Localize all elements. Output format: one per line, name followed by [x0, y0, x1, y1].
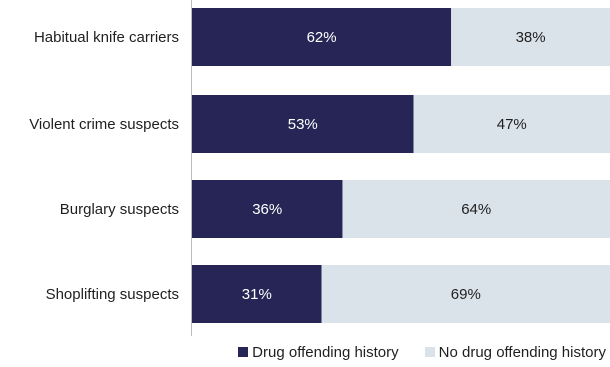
- value-label-burglary-suspects-no-drug: 64%: [461, 201, 491, 218]
- legend: Drug offending history No drug offending…: [0, 340, 610, 364]
- bar-habitual-knife-carriers-no-drug: [451, 8, 610, 66]
- category-label-habitual-knife-carriers: Habitual knife carriers: [34, 29, 179, 46]
- bar-burglary-suspects-no-drug: [342, 180, 610, 238]
- legend-label-drug: Drug offending history: [252, 343, 399, 361]
- value-label-habitual-knife-carriers-drug: 62%: [307, 29, 337, 46]
- legend-swatch-drug: [238, 347, 249, 357]
- bar-shoplifting-suspects-no-drug: [321, 265, 610, 323]
- legend-swatch-no-drug: [424, 347, 435, 357]
- value-label-habitual-knife-carriers-no-drug: 38%: [516, 29, 546, 46]
- bar-violent-crime-suspects-no-drug: [413, 95, 610, 153]
- category-label-shoplifting-suspects: Shoplifting suspects: [46, 286, 179, 303]
- category-labels: Habitual knife carriers Violent crime sus…: [29, 29, 179, 303]
- bar-burglary-suspects-drug: [192, 180, 343, 238]
- value-label-shoplifting-suspects-no-drug: 69%: [451, 286, 481, 303]
- value-label-burglary-suspects-drug: 36%: [252, 201, 282, 218]
- category-label-burglary-suspects: Burglary suspects: [60, 201, 179, 218]
- legend-label-no-drug: No drug offending history: [438, 343, 606, 361]
- value-label-violent-crime-suspects-no-drug: 47%: [497, 116, 527, 133]
- bar-violent-crime-suspects-drug: [192, 95, 414, 153]
- legend-item-no-drug: No drug offending history: [424, 343, 606, 361]
- value-label-shoplifting-suspects-drug: 31%: [242, 286, 272, 303]
- bar-habitual-knife-carriers-drug: [192, 8, 452, 66]
- bars-layer: 62% 38% 53% 47% 36% 64% 31% 69%: [192, 8, 610, 323]
- value-label-violent-crime-suspects-drug: 53%: [288, 116, 318, 133]
- legend-item-drug: Drug offending history: [238, 343, 399, 361]
- category-label-violent-crime-suspects: Violent crime suspects: [29, 116, 179, 133]
- bar-shoplifting-suspects-drug: [192, 265, 322, 323]
